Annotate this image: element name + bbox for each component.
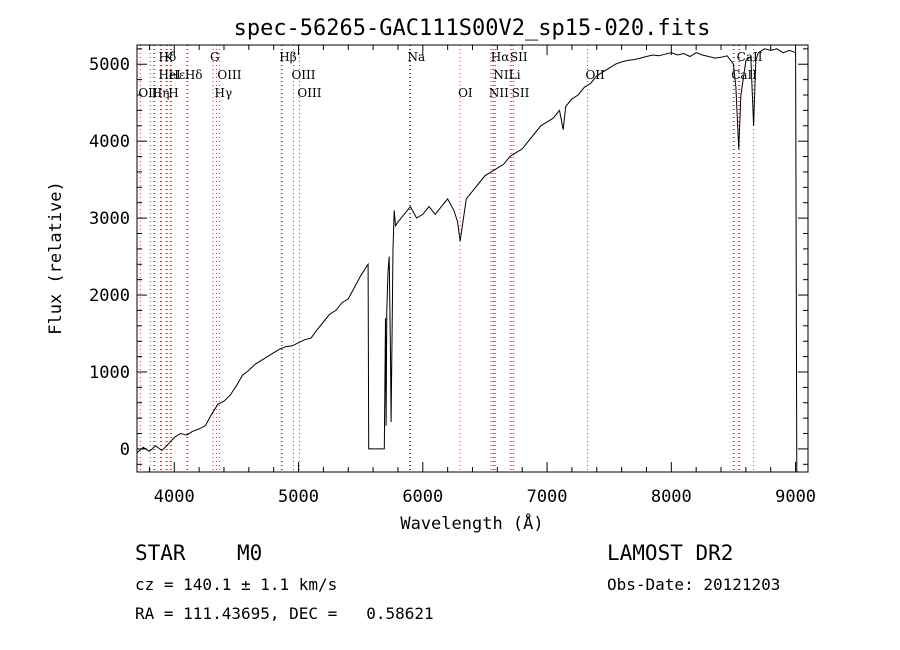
line-label: K <box>164 50 174 64</box>
line-label: OIII <box>138 86 162 100</box>
y-tick-label: 2000 <box>89 286 130 306</box>
line-label: OII <box>585 68 605 82</box>
line-label: H <box>168 86 178 100</box>
x-tick-label: 4000 <box>154 487 195 507</box>
class-label: STAR <box>135 541 186 565</box>
line-label: HeI <box>158 68 181 82</box>
line-label: Hη <box>152 86 170 100</box>
obs-date-text: Obs-Date: 20121203 <box>607 575 781 594</box>
x-tick-label: 9000 <box>775 487 816 507</box>
y-axis-label: Flux (relative) <box>46 181 66 335</box>
line-label: Hβ <box>279 50 296 64</box>
line-label: Hδ <box>185 68 203 82</box>
line-label: Hα <box>491 50 510 64</box>
line-label: SII <box>512 86 530 100</box>
line-label: NII <box>489 86 509 100</box>
coordinates-text: RA = 111.43695, DEC = 0.58621 <box>135 604 434 623</box>
x-tick-label: 7000 <box>527 487 568 507</box>
line-label: OIII <box>291 68 315 82</box>
line-label: SII <box>510 50 528 64</box>
line-label: Hδ <box>158 50 176 64</box>
x-tick-label: 5000 <box>278 487 319 507</box>
redshift-text: cz = 140.1 ± 1.1 km/s <box>135 575 338 594</box>
line-label: Hε <box>169 68 186 82</box>
chart-title: spec-56265-GAC111S00V2_sp15-020.fits <box>234 16 711 41</box>
x-axis-ticks: 4000 5000 6000 7000 8000 9000 <box>148 45 816 507</box>
line-label: NII <box>493 68 513 82</box>
survey-label: LAMOST DR2 <box>607 541 734 565</box>
line-label: G <box>210 50 220 64</box>
x-axis-label: Wavelength (Å) <box>400 512 543 534</box>
line-label: OI <box>458 86 473 100</box>
x-tick-label: 8000 <box>651 487 692 507</box>
y-tick-label: 4000 <box>89 132 130 152</box>
line-label: Li <box>509 68 521 82</box>
spectral-line-labels: HδKHeIHεOIIIHηHHδGOIIIHγHβOIIIOIIINaOIHα… <box>138 50 762 100</box>
y-tick-label: 5000 <box>89 55 130 75</box>
y-tick-label: 0 <box>120 440 130 460</box>
y-tick-label: 1000 <box>89 363 130 383</box>
line-label: Hγ <box>215 86 233 100</box>
plot-frame <box>136 44 809 473</box>
line-label: Na <box>408 50 426 64</box>
subclass-label: M0 <box>237 541 263 565</box>
spectrum-line <box>136 48 798 473</box>
line-label: OIII <box>217 68 241 82</box>
line-label: OIII <box>297 86 321 100</box>
spectral-line-markers <box>139 45 755 472</box>
y-tick-label: 3000 <box>89 209 130 229</box>
x-tick-label: 6000 <box>402 487 443 507</box>
y-axis-ticks: 0 1000 2000 3000 4000 5000 <box>89 48 808 465</box>
